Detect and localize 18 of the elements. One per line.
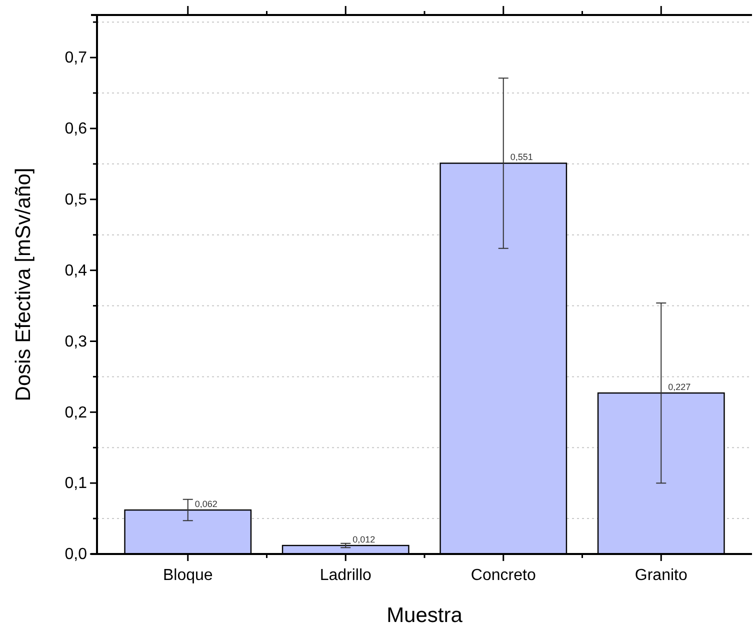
y-tick-label: 0,7 xyxy=(64,50,88,67)
y-tick-label: 0,2 xyxy=(64,404,88,422)
x-tick-label: Ladrillo xyxy=(320,567,372,584)
x-axis-title: Muestra xyxy=(386,604,463,627)
y-tick-label: 0,0 xyxy=(64,546,88,564)
y-tick-label: 0,1 xyxy=(64,475,88,492)
y-tick-label: 0,4 xyxy=(64,262,88,280)
x-tick-label: Concreto xyxy=(470,567,536,584)
data-label: 0,062 xyxy=(194,499,218,510)
data-label: 0,551 xyxy=(510,152,533,162)
x-tick-label: Bloque xyxy=(162,567,213,584)
y-tick-label: 0,3 xyxy=(64,333,88,350)
y-tick-label: 0,6 xyxy=(64,120,88,138)
y-tick-label: 0,5 xyxy=(64,192,88,209)
data-label: 0,012 xyxy=(352,534,376,544)
data-label: 0,227 xyxy=(668,382,691,392)
y-axis-title: Dosis Efectiva [mSv/año] xyxy=(12,168,35,402)
x-tick-label: Granito xyxy=(634,567,688,584)
